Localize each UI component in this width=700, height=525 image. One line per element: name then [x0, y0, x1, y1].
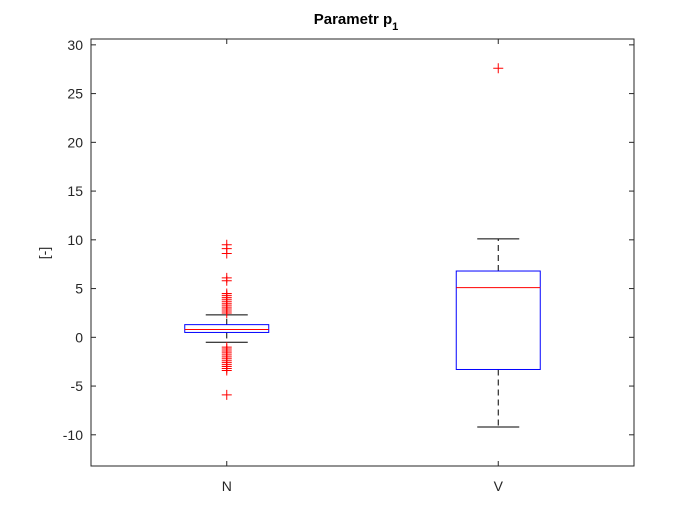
- chart-title-text: Parametr p: [314, 11, 392, 28]
- chart-title-subscript: 1: [392, 21, 398, 33]
- y-tick-label: 10: [67, 232, 83, 248]
- box-iqr: [184, 324, 270, 333]
- plot-frame: [90, 38, 635, 467]
- outlier-marker: [221, 248, 232, 259]
- box-iqr: [455, 270, 541, 370]
- y-tick-label: 20: [67, 134, 83, 150]
- y-tick-label: 0: [75, 329, 83, 345]
- outlier-marker: [221, 307, 232, 318]
- outlier-marker: [221, 275, 232, 286]
- y-tick-label: 25: [67, 86, 83, 102]
- x-tick-label: V: [494, 478, 504, 494]
- outlier-marker: [493, 63, 504, 74]
- x-tick-label: N: [222, 478, 232, 494]
- y-axis-label: [-]: [36, 247, 52, 259]
- y-tick-label: 15: [67, 183, 83, 199]
- y-tick-label: 30: [67, 37, 83, 53]
- y-tick-label: 5: [75, 281, 83, 297]
- y-tick-label: -5: [71, 378, 84, 394]
- outlier-marker: [221, 389, 232, 400]
- outlier-marker: [221, 365, 232, 376]
- chart-title: Parametr p1: [314, 11, 399, 33]
- plot-area: -10 -5 0 5 10 15 20 25 30 N V: [63, 37, 635, 494]
- y-tick-label: -10: [63, 427, 83, 443]
